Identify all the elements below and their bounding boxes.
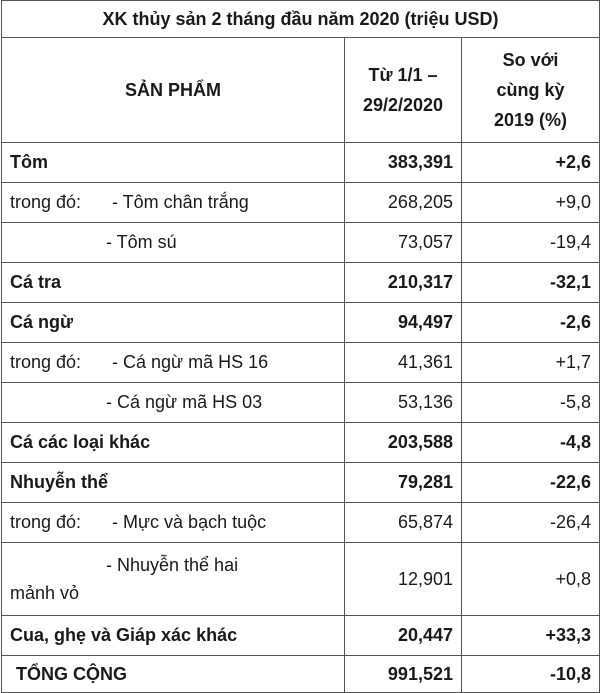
table-row: Nhuyễn thể 79,281 -22,6 [1, 462, 600, 503]
table-row: Tôm 383,391 +2,6 [1, 142, 600, 183]
row-value: 210,317 [344, 262, 462, 303]
header-period-line1: Từ 1/1 – [368, 65, 438, 85]
row-value: 94,497 [344, 302, 462, 343]
row-name: - Cá ngừ mã HS 16 [112, 352, 269, 372]
table-row: Cá tra 210,317 -32,1 [1, 262, 600, 303]
row-name-cell: trong đó: - Tôm chân trắng [1, 182, 345, 223]
row-value: 203,588 [344, 422, 462, 463]
row-prefix: trong đó: [10, 512, 82, 532]
row-value: 73,057 [344, 222, 462, 263]
table-row: Cá các loại khác 203,588 -4,8 [1, 422, 600, 463]
row-change: +2,6 [460, 142, 600, 183]
row-name-cell: TỔNG CỘNG [1, 655, 345, 693]
row-name: Nhuyễn thể [1, 462, 345, 503]
row-value: 20,447 [344, 615, 462, 656]
header-compare: So với cùng kỳ 2019 (%) [460, 37, 600, 143]
row-prefix: trong đó: [10, 192, 82, 212]
row-name-cell: - Tôm sú [1, 222, 345, 263]
row-change: -32,1 [460, 262, 600, 303]
row-name-cell: - Nhuyễn thể hai mảnh vỏ [1, 542, 345, 616]
header-period-line2: 29/2/2020 [362, 95, 444, 115]
row-value: 268,205 [344, 182, 462, 223]
row-name-cell: trong đó: - Cá ngừ mã HS 16 [1, 342, 345, 383]
row-name: - Tôm sú [106, 232, 177, 252]
row-name: Cua, ghẹ và Giáp xác khác [1, 615, 345, 656]
row-name: Tôm [1, 142, 345, 183]
row-change: +1,7 [460, 342, 600, 383]
header-compare-line1: So với [502, 50, 559, 70]
table-row: Cua, ghẹ và Giáp xác khác 20,447 +33,3 [1, 615, 600, 656]
table-row: trong đó: - Tôm chân trắng 268,205 +9,0 [1, 182, 600, 223]
header-period: Từ 1/1 – 29/2/2020 [344, 37, 462, 143]
row-change: +33,3 [460, 615, 600, 656]
row-change: -4,8 [460, 422, 600, 463]
table-row: trong đó: - Mực và bạch tuộc 65,874 -26,4 [1, 502, 600, 543]
table-row: Cá ngừ 94,497 -2,6 [1, 302, 600, 343]
row-name-cell: - Cá ngừ mã HS 03 [1, 382, 345, 423]
row-name: - Tôm chân trắng [112, 192, 249, 212]
total-row: TỔNG CỘNG 991,521 -10,8 [1, 655, 600, 693]
row-name-line1: - Nhuyễn thể hai [106, 555, 239, 575]
row-name: Cá ngừ [1, 302, 345, 343]
row-value: 41,361 [344, 342, 462, 383]
table-title: XK thủy sản 2 tháng đầu năm 2020 (triệu … [0, 0, 600, 38]
header-compare-line2: cùng kỳ [496, 80, 565, 100]
row-name: - Mực và bạch tuộc [112, 512, 267, 532]
row-change: +0,8 [460, 542, 600, 616]
row-name: Cá tra [1, 262, 345, 303]
row-change: -5,8 [460, 382, 600, 423]
table-row: - Tôm sú 73,057 -19,4 [1, 222, 600, 263]
row-change: -2,6 [460, 302, 600, 343]
total-change: -10,8 [460, 655, 600, 693]
row-value: 79,281 [344, 462, 462, 503]
row-value: 12,901 [344, 542, 462, 616]
total-value: 991,521 [344, 655, 462, 693]
row-value: 65,874 [344, 502, 462, 543]
row-name-line2: mảnh vỏ [10, 583, 80, 603]
header-product: SẢN PHẨM [1, 37, 345, 143]
row-prefix: trong đó: [10, 352, 82, 372]
row-change: +9,0 [460, 182, 600, 223]
total-label: TỔNG CỘNG [16, 663, 127, 684]
row-value: 383,391 [344, 142, 462, 183]
row-name: Cá các loại khác [1, 422, 345, 463]
header-compare-line3: 2019 (%) [493, 110, 568, 130]
table-row: - Cá ngừ mã HS 03 53,136 -5,8 [1, 382, 600, 423]
table-row: trong đó: - Cá ngừ mã HS 16 41,361 +1,7 [1, 342, 600, 383]
row-change: -22,6 [460, 462, 600, 503]
row-change: -26,4 [460, 502, 600, 543]
row-name-cell: trong đó: - Mực và bạch tuộc [1, 502, 345, 543]
table-row: - Nhuyễn thể hai mảnh vỏ 12,901 +0,8 [1, 542, 600, 616]
row-name: - Cá ngừ mã HS 03 [106, 392, 263, 412]
row-value: 53,136 [344, 382, 462, 423]
row-change: -19,4 [460, 222, 600, 263]
